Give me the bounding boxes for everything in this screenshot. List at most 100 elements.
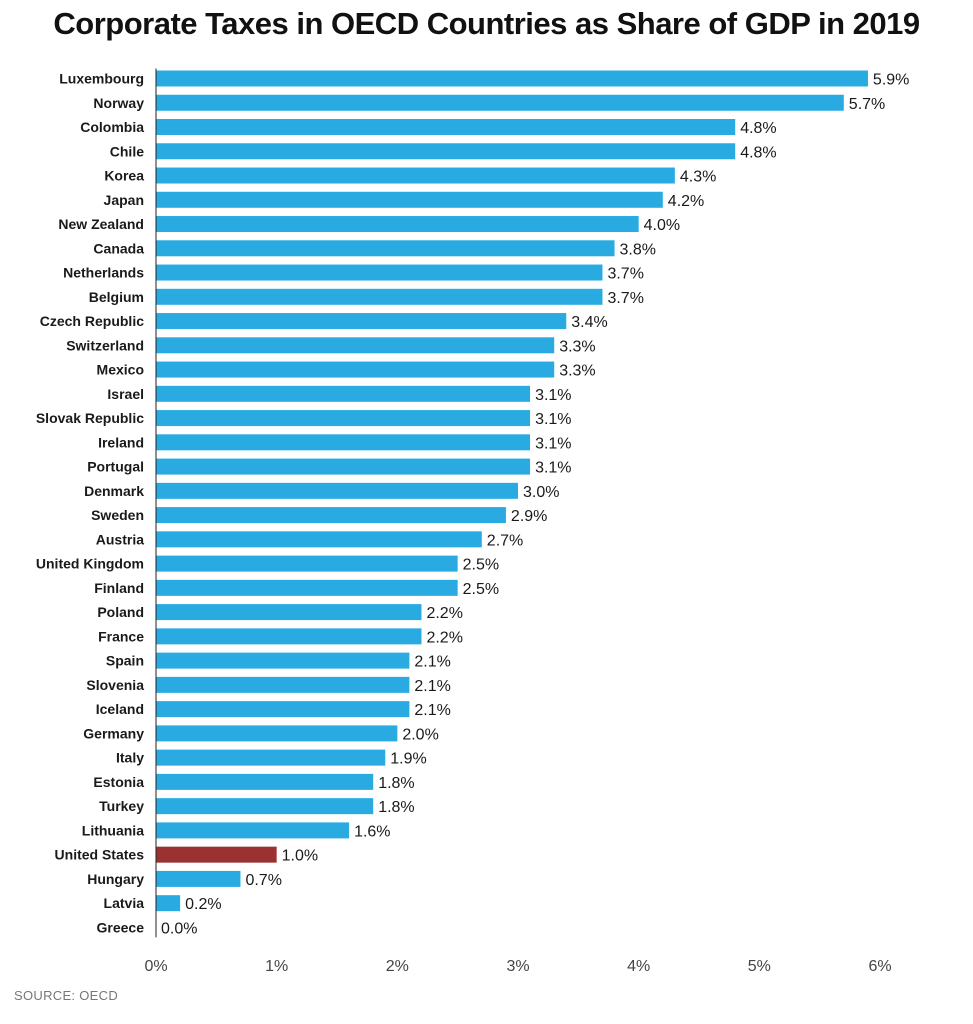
category-label-norway: Norway xyxy=(93,95,144,111)
bar-united-kingdom xyxy=(156,555,458,572)
value-label-switzerland: 3.3% xyxy=(559,338,595,355)
category-label-slovenia: Slovenia xyxy=(86,677,144,693)
value-label-chile: 4.8% xyxy=(740,144,776,161)
bar-japan xyxy=(156,191,663,208)
bar-sweden xyxy=(156,507,506,524)
bar-new-zealand xyxy=(156,216,639,233)
category-label-estonia: Estonia xyxy=(93,774,144,790)
bar-ireland xyxy=(156,434,531,451)
value-label-italy: 1.9% xyxy=(390,751,426,768)
x-tick-labels: 0% 1% 2% 3% 4% 5% 6% xyxy=(144,958,891,975)
value-label-luxembourg: 5.9% xyxy=(873,72,909,89)
category-label-ireland: Ireland xyxy=(98,434,144,450)
value-label-france: 2.2% xyxy=(426,629,462,646)
value-label-greece: 0.0% xyxy=(161,920,197,937)
bar-turkey xyxy=(156,798,374,815)
value-label-mexico: 3.3% xyxy=(559,363,595,380)
value-label-slovak-republic: 3.1% xyxy=(535,411,571,428)
bar-czech-republic xyxy=(156,313,567,330)
value-label-netherlands: 3.7% xyxy=(607,266,643,283)
category-label-luxembourg: Luxembourg xyxy=(59,71,144,87)
bar-portugal xyxy=(156,458,531,475)
category-label-finland: Finland xyxy=(94,580,144,596)
bars xyxy=(156,70,868,912)
value-label-united-states: 1.0% xyxy=(282,848,318,865)
bar-norway xyxy=(156,94,844,111)
bar-hungary xyxy=(156,870,241,887)
value-label-poland: 2.2% xyxy=(426,605,462,622)
value-labels: 5.9% 5.7% 4.8% 4.8% 4.3% 4.2% 4.0% 3.8% 3.7% 3.7%… xyxy=(161,72,909,938)
bar-estonia xyxy=(156,773,374,790)
chart-title: Corporate Taxes in OECD Countries as Sha… xyxy=(53,6,920,41)
category-label-denmark: Denmark xyxy=(84,483,144,499)
category-label-iceland: Iceland xyxy=(96,701,144,717)
bar-italy xyxy=(156,749,386,766)
bar-belgium xyxy=(156,288,603,305)
bar-korea xyxy=(156,167,675,184)
value-label-israel: 3.1% xyxy=(535,387,571,404)
source-note: SOURCE: OECD xyxy=(14,988,119,1003)
x-tick-label-0: 0% xyxy=(144,958,167,975)
category-label-spain: Spain xyxy=(106,653,144,669)
value-label-norway: 5.7% xyxy=(849,96,885,113)
bar-latvia xyxy=(156,895,181,912)
bar-canada xyxy=(156,240,615,257)
category-label-united-states: United States xyxy=(55,847,145,863)
category-label-greece: Greece xyxy=(97,919,145,935)
value-label-estonia: 1.8% xyxy=(378,775,414,792)
category-label-colombia: Colombia xyxy=(80,119,144,135)
value-label-korea: 4.3% xyxy=(680,169,716,186)
bar-united-states xyxy=(156,846,277,863)
category-label-france: France xyxy=(98,628,144,644)
value-label-finland: 2.5% xyxy=(463,581,499,598)
bar-israel xyxy=(156,385,531,402)
category-label-lithuania: Lithuania xyxy=(82,822,144,838)
category-label-italy: Italy xyxy=(116,750,144,766)
bar-mexico xyxy=(156,361,555,378)
value-label-latvia: 0.2% xyxy=(185,896,221,913)
x-tick-label-3: 3% xyxy=(506,958,529,975)
value-label-spain: 2.1% xyxy=(414,654,450,671)
value-label-ireland: 3.1% xyxy=(535,435,571,452)
x-tick-label-5: 5% xyxy=(748,958,771,975)
value-label-austria: 2.7% xyxy=(487,532,523,549)
category-label-israel: Israel xyxy=(107,386,144,402)
value-label-lithuania: 1.6% xyxy=(354,823,390,840)
value-label-colombia: 4.8% xyxy=(740,120,776,137)
bar-colombia xyxy=(156,119,736,136)
category-label-sweden: Sweden xyxy=(91,507,144,523)
value-label-slovenia: 2.1% xyxy=(414,678,450,695)
x-tick-label-1: 1% xyxy=(265,958,288,975)
value-label-canada: 3.8% xyxy=(620,241,656,258)
category-label-latvia: Latvia xyxy=(104,895,145,911)
category-label-japan: Japan xyxy=(104,192,144,208)
category-label-czech-republic: Czech Republic xyxy=(40,313,144,329)
category-label-chile: Chile xyxy=(110,143,144,159)
category-label-united-kingdom: United Kingdom xyxy=(36,556,144,572)
value-label-portugal: 3.1% xyxy=(535,460,571,477)
bar-spain xyxy=(156,652,410,669)
bar-austria xyxy=(156,531,482,548)
bar-netherlands xyxy=(156,264,603,281)
bar-switzerland xyxy=(156,337,555,354)
x-tick-label-6: 6% xyxy=(868,958,891,975)
bar-france xyxy=(156,628,422,645)
value-label-hungary: 0.7% xyxy=(245,872,281,889)
x-tick-label-4: 4% xyxy=(627,958,650,975)
category-label-hungary: Hungary xyxy=(87,871,144,887)
bar-slovenia xyxy=(156,676,410,693)
value-label-czech-republic: 3.4% xyxy=(571,314,607,331)
value-label-turkey: 1.8% xyxy=(378,799,414,816)
value-label-new-zealand: 4.0% xyxy=(644,217,680,234)
bar-lithuania xyxy=(156,822,350,839)
x-tick-label-2: 2% xyxy=(386,958,409,975)
value-label-belgium: 3.7% xyxy=(607,290,643,307)
category-label-canada: Canada xyxy=(93,240,144,256)
bar-slovak-republic xyxy=(156,410,531,427)
bar-germany xyxy=(156,725,398,742)
value-label-sweden: 2.9% xyxy=(511,508,547,525)
category-label-mexico: Mexico xyxy=(97,362,144,378)
bar-iceland xyxy=(156,701,410,718)
bar-finland xyxy=(156,579,458,596)
